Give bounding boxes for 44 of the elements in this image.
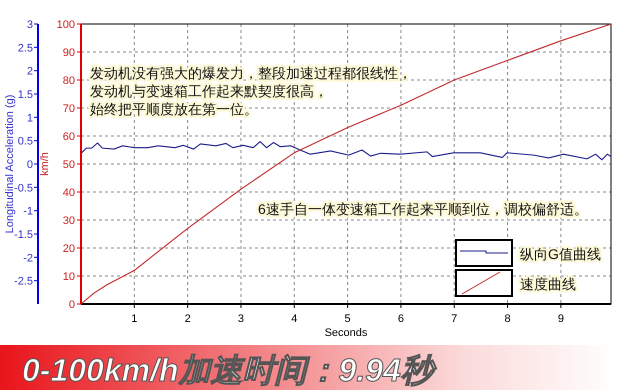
x-tick-label: 4 (291, 313, 298, 325)
y2-tick-label: 20 (62, 243, 75, 255)
y-tick-label: -2.5 (14, 276, 33, 288)
y2-tick-label: 10 (62, 271, 75, 283)
y2-tick-label: 70 (62, 103, 75, 115)
y-tick-label: -1.5 (14, 229, 33, 241)
y2-tick-label: 60 (62, 131, 75, 143)
y2-tick-label: 90 (62, 47, 75, 59)
annotation: 始终把平顺度放在第一位。 (90, 101, 258, 117)
x-axis-title: Seconds (324, 327, 368, 339)
annotation: 发动机与变速箱工作起来默契度很高， (90, 83, 328, 99)
y-axis-title: Longitudinal Acceleration (g) (4, 94, 16, 234)
x-tick-label: 2 (184, 313, 191, 325)
y-tick-label: 1 (26, 112, 33, 124)
line-series (80, 141, 612, 160)
y2-tick-label: 100 (56, 19, 75, 31)
y-tick-label: 0.5 (18, 136, 33, 148)
x-tick-label: 8 (504, 313, 511, 325)
x-tick-label: 7 (451, 313, 458, 325)
annotation: 6速手自一体变速箱工作起来平顺到位，调校偏舒适。 (258, 201, 588, 217)
y-tick-label: -1 (23, 206, 33, 218)
y-tick-label: 2.5 (18, 42, 33, 54)
annotation: 发动机没有强大的爆发力，整段加速过程都很线性， (90, 65, 412, 81)
y-tick-label: 3 (26, 19, 33, 31)
text: 0-100km/h加速时间：9.94秒 (22, 352, 437, 388)
x-tick-label: 9 (558, 313, 564, 325)
legend-label: 速度曲线 (520, 276, 576, 292)
x-tick-label: 3 (238, 313, 244, 325)
y2-tick-label: 0 (68, 299, 75, 311)
y2-tick-label: 40 (62, 187, 75, 199)
y2-tick-label: 80 (62, 75, 75, 87)
y-tick-label: 1.5 (18, 89, 33, 101)
y-tick-label: -0.5 (14, 182, 33, 194)
x-tick-label: 1 (131, 313, 138, 325)
legend-label: 纵向G值曲线 (520, 246, 601, 262)
y-tick-label: 2 (26, 66, 33, 78)
line-series (80, 23, 612, 305)
y2-axis-title: km/h (39, 152, 51, 176)
y2-tick-label: 30 (62, 215, 75, 227)
x-tick-label: 5 (344, 313, 351, 325)
y2-tick-label: 50 (62, 159, 75, 171)
y-tick-label: 0 (26, 159, 33, 171)
x-tick-label: 6 (398, 313, 404, 325)
y-tick-label: -2 (23, 252, 33, 264)
